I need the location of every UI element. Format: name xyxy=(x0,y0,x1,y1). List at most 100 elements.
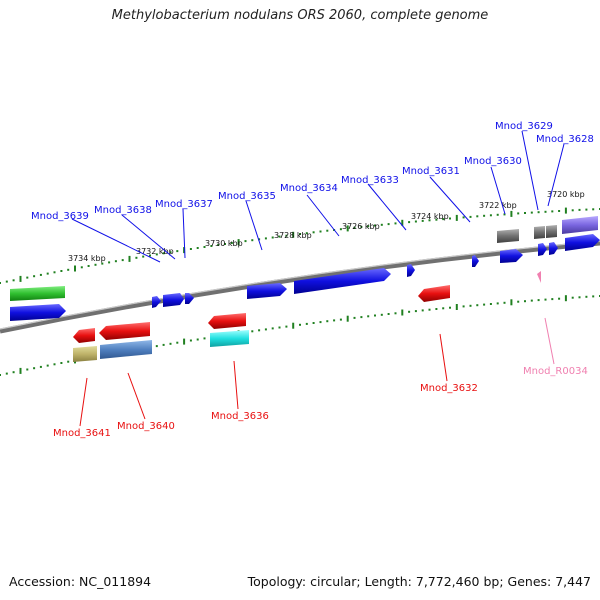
track-dot xyxy=(571,296,574,299)
track-dot xyxy=(101,262,104,265)
track-dot xyxy=(46,364,49,367)
track-dot xyxy=(394,222,397,225)
track-dot xyxy=(271,236,274,239)
track-dot xyxy=(551,298,554,301)
track-dot xyxy=(67,268,70,271)
track-tick xyxy=(292,322,295,329)
gene-reverse xyxy=(208,313,246,329)
track-dot xyxy=(149,254,151,257)
track-dot xyxy=(333,319,336,322)
track-dot xyxy=(12,371,15,374)
track-dot xyxy=(251,239,254,242)
gene-forward xyxy=(497,229,519,243)
track-tick xyxy=(346,315,349,322)
track-dot xyxy=(108,261,111,264)
map-title: Methylobacterium nodulans ORS 2060, comp… xyxy=(111,8,489,23)
track-dot xyxy=(326,320,329,323)
track-dot xyxy=(503,301,506,304)
forward-strand-genes xyxy=(10,216,600,321)
track-dot xyxy=(544,210,547,213)
gene-forward xyxy=(163,293,184,307)
track-dot xyxy=(312,231,315,234)
gene-forward xyxy=(500,249,523,263)
track-tick xyxy=(564,295,567,302)
track-dot xyxy=(367,315,370,318)
track-tick xyxy=(292,231,295,238)
track-dot xyxy=(305,322,308,325)
gene-label: Mnod_3630 xyxy=(464,156,522,167)
track-dot xyxy=(121,259,124,262)
track-dot xyxy=(585,208,588,211)
gene-forward xyxy=(565,234,600,251)
track-dot xyxy=(360,225,363,228)
track-tick xyxy=(19,275,22,282)
track-dot xyxy=(169,251,172,254)
track-dot xyxy=(592,208,595,211)
track-dot xyxy=(442,307,445,310)
track-dot xyxy=(483,303,486,306)
track-dot xyxy=(114,260,117,263)
gene-forward xyxy=(538,243,547,256)
track-dot xyxy=(264,328,267,331)
track-dot xyxy=(339,318,342,321)
topology-text: Topology: circular; Length: 7,772,460 bp… xyxy=(247,574,591,589)
track-dot xyxy=(537,211,540,214)
track-dot xyxy=(26,276,29,279)
kbp-label: 3732 kbp xyxy=(136,247,174,256)
track-dot xyxy=(251,330,254,333)
track-dot xyxy=(278,235,281,238)
track-dot xyxy=(537,299,540,302)
gene-label: Mnod_3640 xyxy=(117,421,175,432)
gene-reverse xyxy=(99,322,150,340)
track-dot xyxy=(414,310,417,313)
kbp-label: 3724 kbp xyxy=(411,212,449,221)
gene-forward xyxy=(562,216,598,234)
track-dot xyxy=(169,342,172,345)
track-dot xyxy=(449,217,451,220)
gene-label: Mnod_3635 xyxy=(218,191,276,202)
track-dot xyxy=(162,252,165,255)
accession-text: Accession: NC_011894 xyxy=(9,574,152,589)
track-dot xyxy=(285,234,288,237)
track-dot xyxy=(60,270,63,272)
track-dot xyxy=(387,313,390,315)
track-dot xyxy=(39,365,42,368)
track-dot xyxy=(469,304,472,307)
track-dot xyxy=(476,304,479,307)
track-dot xyxy=(80,266,83,269)
track-dot xyxy=(196,338,199,341)
track-dot xyxy=(33,275,36,278)
gene-forward xyxy=(472,255,479,267)
track-tick xyxy=(564,207,567,214)
track-dot xyxy=(258,238,261,241)
track-dot xyxy=(87,265,90,267)
track-dot xyxy=(483,214,486,217)
track-dot xyxy=(524,300,526,303)
gene-forward xyxy=(10,304,66,321)
leader-lines-top xyxy=(71,130,565,263)
track-dot xyxy=(299,323,301,326)
track-tick xyxy=(455,304,458,310)
track-dot xyxy=(5,280,8,283)
track-dot xyxy=(0,282,1,284)
track-dot xyxy=(67,360,70,363)
track-dot xyxy=(558,297,561,300)
gene-forward xyxy=(247,283,287,299)
track-dot xyxy=(421,219,424,222)
gene-forward xyxy=(152,296,161,308)
track-dot xyxy=(524,212,526,214)
gene-labels-bottom: Mnod_3641 Mnod_3640 Mnod_3636 Mnod_3632 … xyxy=(53,366,588,439)
track-dot xyxy=(435,218,438,221)
track-dot xyxy=(264,237,267,240)
track-dot xyxy=(196,247,199,249)
kbp-label: 3722 kbp xyxy=(479,201,517,210)
track-tick xyxy=(346,225,349,232)
track-dot xyxy=(224,243,226,245)
track-tick xyxy=(237,239,240,246)
gene-label: Mnod_3632 xyxy=(420,383,478,394)
track-dot xyxy=(367,225,370,228)
track-tick xyxy=(183,247,186,254)
track-dot xyxy=(162,343,165,346)
track-dot xyxy=(155,253,158,256)
track-dot xyxy=(305,232,308,235)
